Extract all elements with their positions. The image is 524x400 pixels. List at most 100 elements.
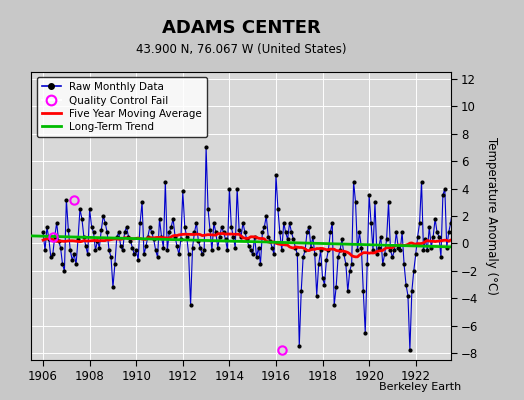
Point (266, 238, 275, 244)
Point (202, 144, 210, 151)
Point (66, 247, 74, 254)
Point (54, 238, 63, 244)
Point (237, 233, 245, 240)
Point (276, 229, 284, 236)
Point (116, 243, 125, 249)
Point (221, 236, 230, 242)
Point (299, 254, 308, 260)
Point (444, 229, 453, 236)
Point (316, 247, 325, 254)
Point (342, 261, 350, 267)
Point (476, 236, 484, 242)
Point (408, 288, 416, 295)
Point (212, 229, 220, 236)
Y-axis label: Temperature Anomaly (°C): Temperature Anomaly (°C) (485, 137, 498, 295)
Point (396, 247, 405, 254)
Point (283, 236, 292, 242)
Point (144, 233, 152, 240)
Point (174, 251, 183, 258)
Point (57, 244, 65, 251)
Point (198, 251, 206, 258)
Point (39, 229, 47, 236)
Point (151, 247, 160, 254)
Point (400, 261, 408, 267)
Point (70, 251, 78, 258)
Point (431, 216, 439, 222)
Point (334, 254, 342, 260)
Point (245, 243, 253, 249)
Point (231, 244, 239, 251)
Point (208, 247, 216, 254)
Point (206, 226, 214, 233)
Point (305, 224, 313, 230)
Point (439, 192, 447, 199)
Point (429, 233, 438, 240)
Point (278, 247, 286, 254)
Point (489, 224, 497, 230)
Point (260, 224, 268, 230)
Point (293, 251, 301, 258)
Point (41, 247, 49, 254)
Point (204, 206, 212, 212)
Point (520, 229, 524, 236)
Point (60, 268, 69, 274)
Point (303, 229, 311, 236)
Point (450, 229, 458, 236)
Point (88, 224, 96, 230)
Point (210, 220, 218, 226)
Point (253, 254, 261, 260)
Point (270, 251, 278, 258)
Point (113, 233, 121, 240)
Point (509, 220, 517, 226)
Point (436, 254, 445, 260)
Point (109, 284, 117, 290)
Point (274, 206, 282, 212)
Point (512, 233, 521, 240)
Point (200, 247, 209, 254)
Point (272, 172, 280, 178)
Point (474, 233, 482, 240)
Point (386, 247, 395, 254)
Point (264, 233, 272, 240)
Point (350, 178, 358, 185)
Point (380, 251, 389, 258)
Point (99, 213, 107, 219)
Point (217, 224, 226, 230)
Point (470, 220, 478, 226)
Point (187, 302, 195, 308)
Point (328, 220, 336, 226)
Point (250, 233, 259, 240)
Point (338, 236, 346, 242)
Point (319, 274, 327, 281)
Point (248, 251, 257, 258)
Point (126, 238, 135, 244)
Point (254, 244, 263, 251)
Point (419, 247, 428, 254)
Point (359, 288, 367, 295)
Point (235, 226, 243, 233)
Point (458, 268, 466, 274)
Point (192, 220, 201, 226)
Point (402, 281, 410, 288)
Point (443, 244, 451, 251)
Point (425, 224, 433, 230)
Point (336, 247, 344, 254)
Point (314, 261, 323, 267)
Point (468, 229, 476, 236)
Point (441, 185, 449, 192)
Point (495, 220, 504, 226)
Point (384, 199, 392, 206)
Point (322, 257, 331, 263)
Point (309, 233, 317, 240)
Point (196, 244, 204, 251)
Point (74, 236, 82, 242)
Point (332, 284, 340, 290)
Point (416, 220, 424, 226)
Point (256, 261, 265, 267)
Point (62, 196, 71, 203)
Point (493, 236, 501, 242)
Point (95, 244, 104, 251)
Point (247, 247, 255, 254)
Point (49, 251, 57, 258)
Point (47, 254, 55, 260)
